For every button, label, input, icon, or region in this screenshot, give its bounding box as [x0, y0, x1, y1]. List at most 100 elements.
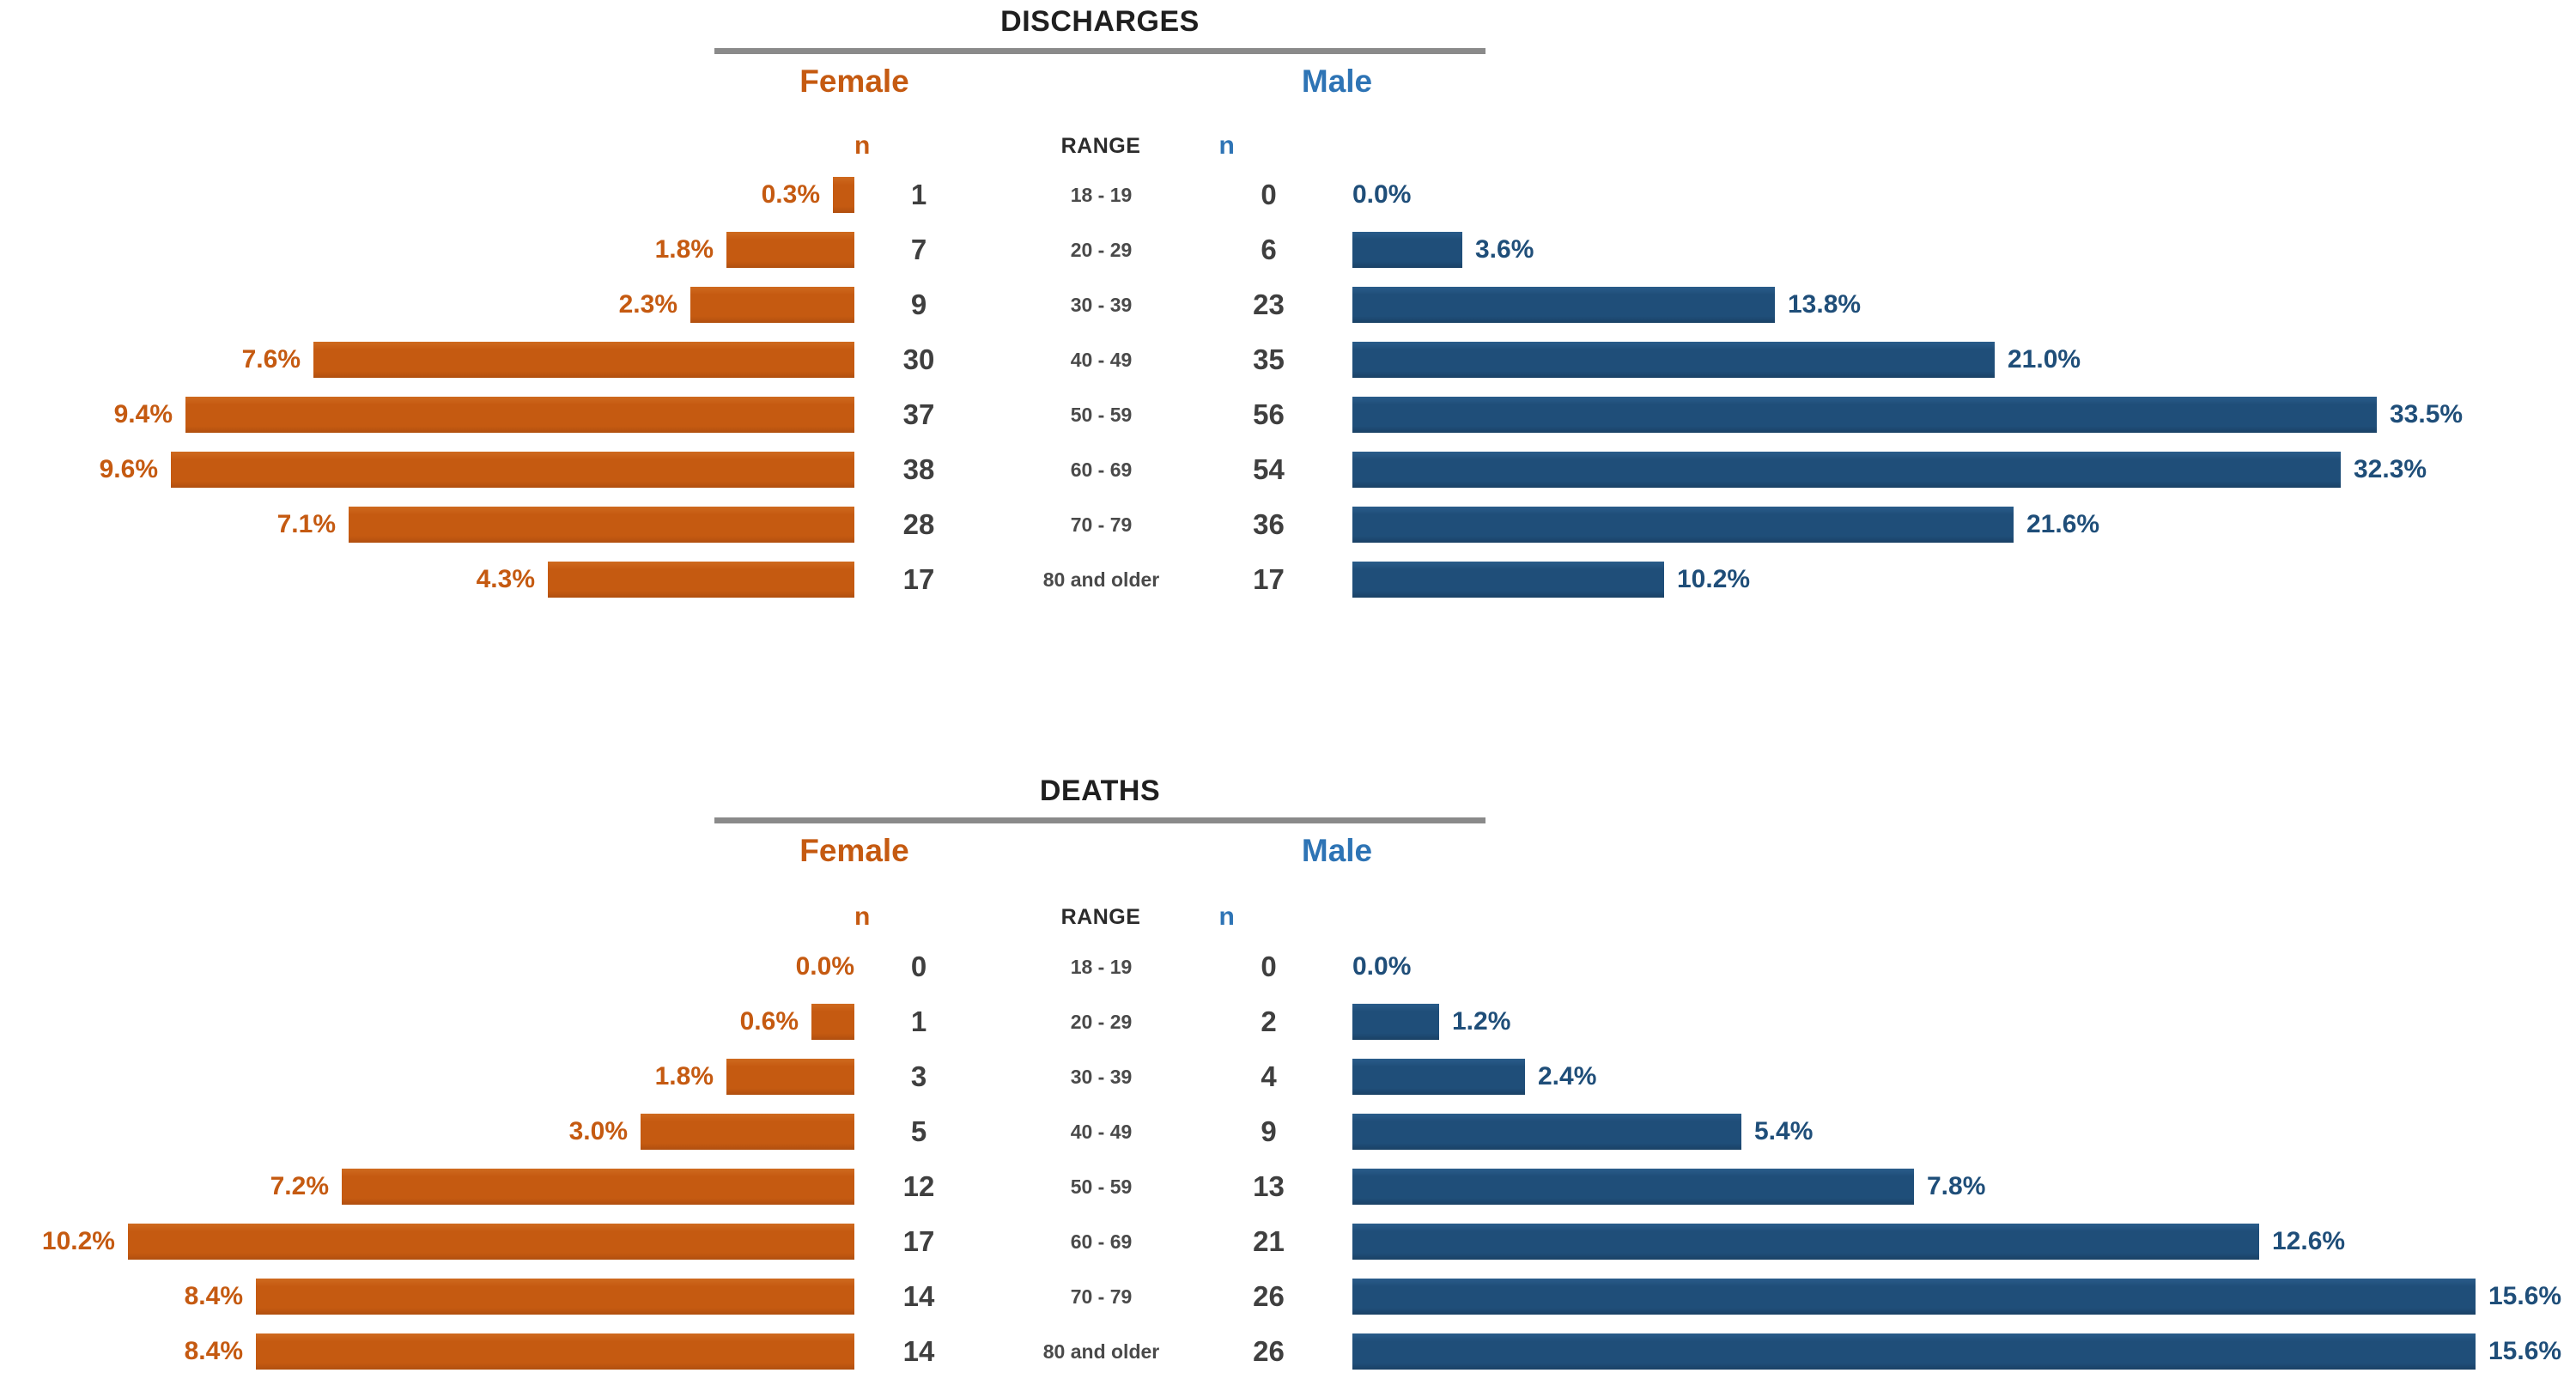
male-pct-label: 15.6%: [2488, 1337, 2562, 1365]
male-bar: [1352, 452, 2341, 488]
female-pct-label: 0.6%: [739, 1007, 799, 1036]
male-bar: [1352, 287, 1775, 323]
age-range-label: 80 and older: [1042, 568, 1160, 591]
male-pct-label: 15.6%: [2488, 1282, 2562, 1310]
female-bar-zone: 9.4%: [0, 387, 854, 442]
female-bar: [128, 1224, 854, 1260]
male-bar: [1352, 1004, 1439, 1040]
male-n-header: n: [1218, 902, 1235, 931]
male-column-header: Male: [1301, 64, 1373, 99]
section-title-deaths: DEATHS: [1039, 775, 1161, 807]
female-bar-zone: 7.1%: [0, 497, 854, 552]
female-count: 1: [910, 1005, 927, 1037]
male-pct-label: 33.5%: [2390, 400, 2464, 428]
age-range-label: 40 - 49: [1070, 349, 1133, 371]
male-pct-label: 5.4%: [1754, 1117, 1814, 1145]
female-pct-label: 1.8%: [654, 1062, 714, 1090]
female-bar: [349, 507, 854, 543]
male-bar: [1352, 507, 2014, 543]
male-pct-label: 2.4%: [1538, 1062, 1597, 1090]
male-pct-label: 1.2%: [1452, 1007, 1511, 1036]
female-bar: [726, 1059, 854, 1095]
female-count: 12: [902, 1170, 935, 1202]
female-bar-zone: 10.2%: [0, 1214, 854, 1269]
age-range-label: 50 - 59: [1070, 1175, 1133, 1198]
female-bar: [548, 562, 854, 598]
female-pct-label: 2.3%: [618, 290, 677, 319]
male-count: 17: [1253, 563, 1285, 595]
pyramid-row: 9.6% 38 60 - 69 54 32.3%: [0, 442, 2576, 497]
pyramid-row: 3.0% 5 40 - 49 9 5.4%: [0, 1104, 2576, 1159]
male-count: 6: [1261, 234, 1277, 265]
female-bar: [171, 452, 854, 488]
female-n-header: n: [854, 902, 871, 931]
pyramid-row: 2.3% 9 30 - 39 23 13.8%: [0, 277, 2576, 332]
age-range-label: 80 and older: [1042, 1340, 1160, 1363]
female-bar: [256, 1279, 854, 1315]
female-bar-zone: 9.6%: [0, 442, 854, 497]
male-count: 23: [1253, 289, 1285, 320]
female-count: 30: [902, 343, 935, 375]
male-count: 26: [1253, 1335, 1285, 1367]
male-bar-zone: 15.6%: [1352, 1324, 2576, 1379]
female-count: 9: [910, 289, 927, 320]
male-bar-zone: 1.2%: [1352, 994, 2576, 1049]
male-bar: [1352, 562, 1664, 598]
female-bar: [342, 1169, 854, 1205]
female-bar: [313, 342, 854, 378]
female-pct-label: 0.0%: [795, 952, 854, 981]
male-pct-label: 0.0%: [1352, 952, 1412, 981]
female-count: 38: [902, 453, 935, 485]
female-n-header: n: [854, 131, 871, 160]
male-bar-zone: 21.0%: [1352, 332, 2576, 387]
female-count: 5: [910, 1115, 927, 1147]
male-count: 4: [1261, 1060, 1277, 1092]
female-count: 7: [910, 234, 927, 265]
female-count: 17: [902, 563, 935, 595]
male-pct-label: 32.3%: [2354, 455, 2427, 483]
title-underline: [714, 48, 1485, 54]
female-pct-label: 8.4%: [184, 1337, 243, 1365]
male-bar: [1352, 1224, 2259, 1260]
age-range-label: 40 - 49: [1070, 1121, 1133, 1143]
female-pct-label: 4.3%: [476, 565, 535, 593]
male-bar: [1352, 1169, 1914, 1205]
age-range-label: 18 - 19: [1070, 956, 1133, 978]
female-bar: [690, 287, 854, 323]
female-pct-label: 10.2%: [41, 1227, 115, 1255]
title-underline: [714, 817, 1485, 823]
section-title-discharges: DISCHARGES: [1000, 5, 1200, 38]
male-bar-zone: 0.0%: [1352, 167, 2576, 222]
male-count: 9: [1261, 1115, 1277, 1147]
male-count: 21: [1253, 1225, 1285, 1257]
female-bar-zone: 0.3%: [0, 167, 854, 222]
age-range-label: 20 - 29: [1070, 239, 1133, 261]
female-pct-label: 0.3%: [761, 180, 820, 209]
female-bar-zone: 4.3%: [0, 552, 854, 607]
age-range-label: 60 - 69: [1070, 459, 1133, 481]
female-bar-zone: 8.4%: [0, 1324, 854, 1379]
male-bar: [1352, 232, 1462, 268]
male-bar-zone: 13.8%: [1352, 277, 2576, 332]
male-pct-label: 7.8%: [1927, 1172, 1986, 1200]
male-count: 26: [1253, 1280, 1285, 1312]
pyramid-row: 1.8% 3 30 - 39 4 2.4%: [0, 1049, 2576, 1104]
age-range-label: 30 - 39: [1070, 1066, 1133, 1088]
pyramid-row: 1.8% 7 20 - 29 6 3.6%: [0, 222, 2576, 277]
female-pct-label: 9.6%: [99, 455, 158, 483]
female-bar-zone: 2.3%: [0, 277, 854, 332]
male-bar: [1352, 1059, 1525, 1095]
female-count: 0: [910, 951, 927, 982]
pyramid-row: 0.6% 1 20 - 29 2 1.2%: [0, 994, 2576, 1049]
male-count: 13: [1253, 1170, 1285, 1202]
pyramid-row: 0.0% 0 18 - 19 0 0.0%: [0, 939, 2576, 994]
age-range-label: 70 - 79: [1070, 513, 1133, 536]
pyramid-row: 0.3% 1 18 - 19 0 0.0%: [0, 167, 2576, 222]
female-pct-label: 7.1%: [276, 510, 336, 538]
male-count: 56: [1253, 398, 1285, 430]
female-count: 28: [902, 508, 935, 540]
female-column-header: Female: [799, 64, 909, 99]
male-bar-zone: 3.6%: [1352, 222, 2576, 277]
male-column-header: Male: [1301, 833, 1373, 868]
